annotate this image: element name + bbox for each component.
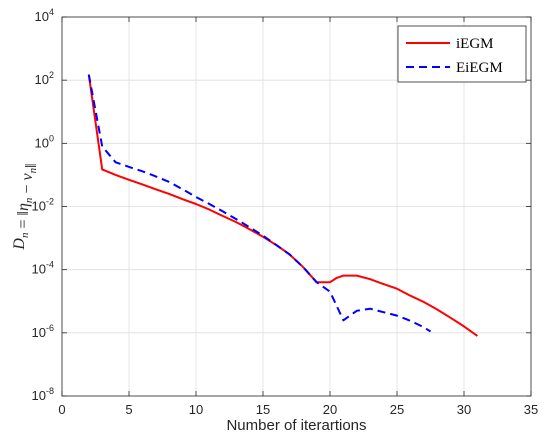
x-tick-label: 35 xyxy=(524,402,538,417)
legend-box xyxy=(397,25,527,83)
x-tick-label: 10 xyxy=(189,402,203,417)
legend: iEGM EiEGM xyxy=(397,25,527,83)
y-tick-label: 10-2 xyxy=(32,197,54,214)
x-tick-label: 25 xyxy=(390,402,404,417)
y-tick-labels: 10-8 10-6 10-4 10-2 100 102 104 xyxy=(32,7,54,403)
y-tick-label: 10-4 xyxy=(32,260,54,277)
series-layer xyxy=(87,74,478,337)
legend-label-iegm: iEGM xyxy=(456,36,494,52)
legend-label-eiegm: EiEGM xyxy=(456,60,503,76)
series-line-iegm xyxy=(87,74,478,337)
y-axis-label: Dn = ‖ηn − vn‖ xyxy=(11,163,40,250)
x-tick-labels: 0 5 10 15 20 25 30 35 xyxy=(58,402,538,417)
y-tick-label: 104 xyxy=(35,7,54,24)
x-tick-label: 0 xyxy=(58,402,65,417)
x-tick-label: 5 xyxy=(125,402,132,417)
x-tick-label: 30 xyxy=(457,402,471,417)
x-tick-label: 20 xyxy=(323,402,337,417)
y-tick-label: 102 xyxy=(35,70,54,87)
y-tick-label: 10-6 xyxy=(32,323,54,340)
y-tick-label: 10-8 xyxy=(32,386,54,403)
ticks xyxy=(61,16,532,397)
series-line-eiegm xyxy=(87,74,432,333)
x-tick-label: 15 xyxy=(256,402,270,417)
x-axis-label: Number of iterartions xyxy=(226,417,366,434)
y-tick-label: 100 xyxy=(35,133,54,150)
